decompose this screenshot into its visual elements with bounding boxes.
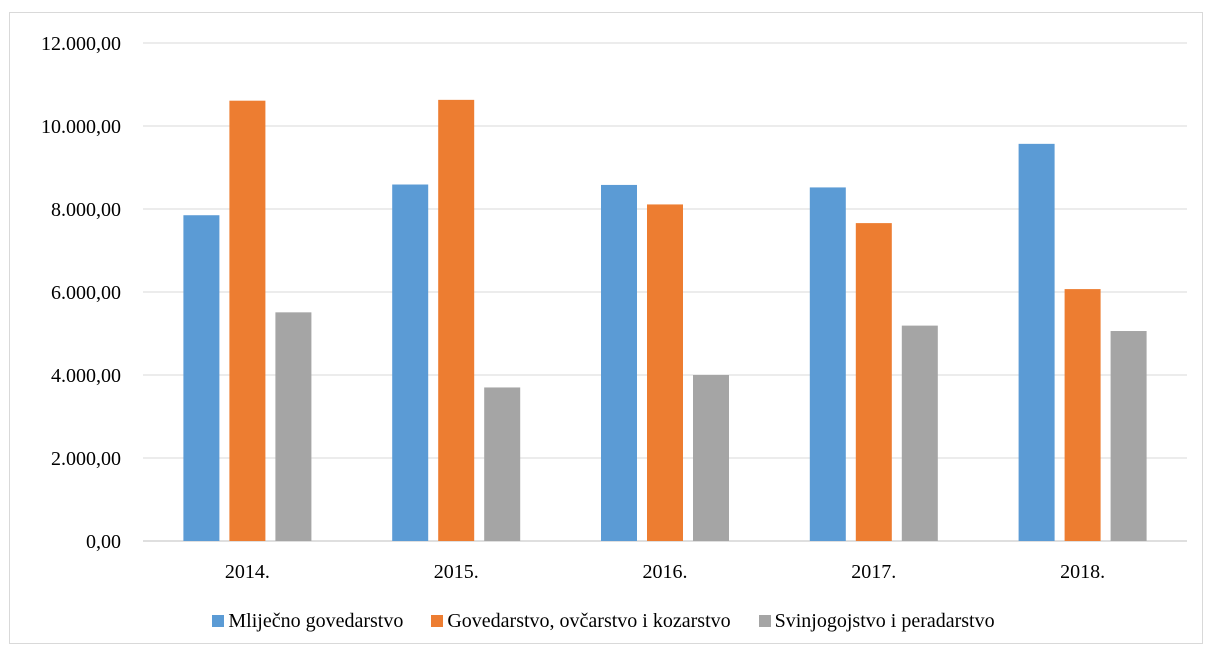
bar [809,187,846,542]
legend: Mliječno govedarstvo Govedarstvo, ovčarst… [0,606,1207,636]
gridlines [143,42,1187,542]
x-tick-label: 2018. [1060,561,1105,583]
x-tick-label: 2015. [434,561,479,583]
bar [438,99,475,541]
bar [601,184,637,541]
legend-swatch [431,615,444,627]
y-tick-label: 12.000,00 [41,33,121,55]
legend-label: Svinjogojstvo i peradarstvo [774,609,995,632]
legend-item: Svinjogojstvo i peradarstvo [758,609,995,633]
y-tick-label: 0,00 [86,531,121,553]
chart-border [9,12,1203,644]
x-tick-label: 2014. [225,561,270,583]
legend-item: Govedarstvo, ovčarstvo i kozarstvo [431,609,731,633]
bar [1110,331,1147,541]
y-tick-label: 10.000,00 [41,116,121,138]
y-tick-label: 8.000,00 [51,199,121,221]
y-tick-label: 2.000,00 [51,448,121,470]
y-tick-label: 6.000,00 [51,282,121,304]
x-tick-label: 2016. [643,561,688,583]
bar [693,375,729,541]
x-tick-label: 2017. [851,561,896,583]
y-axis-ticks: 0,00 2.000,00 4.000,00 6.000,00 8.000,00 10.0… [41,33,121,553]
y-tick-label: 4.000,00 [51,365,121,387]
legend-item: Mliječno govedarstvo [212,610,403,633]
bar [855,223,892,542]
bar [484,387,521,541]
legend-label: Govedarstvo, ovčarstvo i kozarstvo [447,609,731,632]
bars [183,99,1147,542]
bar [392,184,429,541]
legend-swatch [212,615,225,627]
bar [229,100,266,541]
x-axis-ticks: 2014. 2015. 2016. 2017. 2018. [225,561,1105,583]
legend-label: Mliječno govedarstvo [228,609,404,632]
bar [183,215,220,541]
bar [275,312,312,541]
bar [1018,143,1055,541]
bar [647,204,683,541]
bar [901,325,938,541]
legend-swatch [758,615,771,627]
bar [1064,289,1101,541]
